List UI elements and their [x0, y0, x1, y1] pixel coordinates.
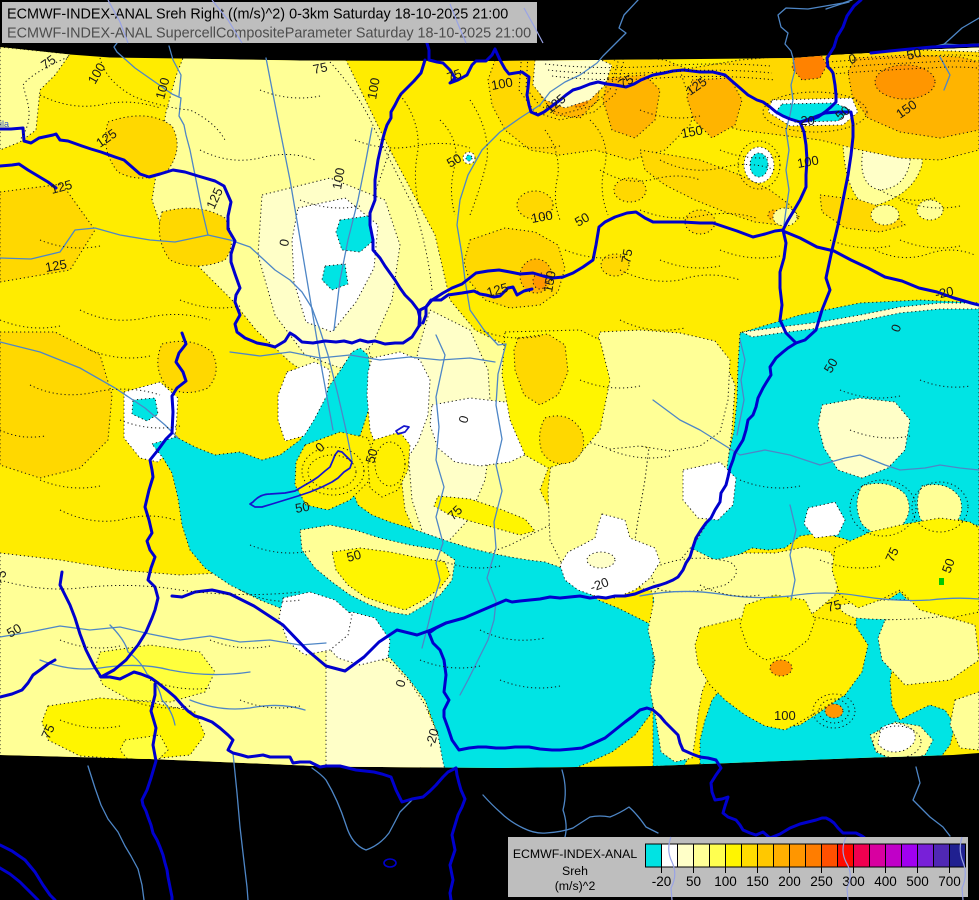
svg-text:-20: -20 [422, 727, 441, 749]
svg-text:(m/s)^2: (m/s)^2 [555, 879, 596, 893]
svg-text:-20: -20 [796, 113, 815, 128]
svg-text:100: 100 [364, 77, 383, 101]
svg-text:-20: -20 [934, 283, 956, 302]
svg-text:100: 100 [796, 152, 820, 171]
svg-text:100: 100 [490, 74, 514, 93]
svg-text:100: 100 [530, 207, 554, 226]
svg-text:50: 50 [939, 556, 958, 575]
svg-text:75: 75 [445, 66, 464, 85]
svg-text:50: 50 [821, 355, 841, 375]
svg-text:250: 250 [810, 874, 833, 889]
svg-text:150: 150 [746, 874, 769, 889]
svg-text:100: 100 [152, 76, 172, 101]
svg-text:50: 50 [572, 209, 592, 229]
svg-text:75: 75 [0, 566, 10, 586]
svg-text:-20: -20 [588, 574, 611, 595]
svg-text:75: 75 [38, 722, 58, 741]
svg-text:75: 75 [882, 545, 902, 564]
svg-text:0: 0 [455, 414, 471, 425]
svg-text:125: 125 [49, 177, 74, 197]
svg-text:125: 125 [44, 256, 68, 275]
svg-text:75: 75 [38, 52, 58, 73]
svg-text:50: 50 [4, 620, 24, 640]
svg-text:100: 100 [329, 167, 348, 191]
svg-text:500: 500 [906, 874, 929, 889]
svg-text:0: 0 [847, 51, 858, 67]
svg-text:ECMWF-INDEX-ANAL SupercellComp: ECMWF-INDEX-ANAL SupercellCompositeParam… [7, 26, 531, 42]
svg-text:50: 50 [444, 150, 464, 170]
svg-text:150: 150 [680, 122, 704, 141]
svg-text:100: 100 [774, 708, 796, 723]
svg-text:0: 0 [276, 238, 292, 248]
svg-text:75: 75 [616, 71, 636, 91]
svg-text:125: 125 [485, 280, 510, 300]
svg-text:Sreh: Sreh [562, 864, 588, 878]
svg-text:75: 75 [312, 59, 329, 77]
svg-text:400: 400 [874, 874, 897, 889]
svg-text:0: 0 [888, 322, 905, 334]
svg-text:700: 700 [938, 874, 961, 889]
svg-text:200: 200 [778, 874, 801, 889]
svg-text:0: 0 [392, 678, 408, 689]
svg-text:50: 50 [362, 447, 380, 465]
svg-text:75: 75 [618, 248, 635, 265]
svg-text:ECMWF-INDEX-ANAL Sreh Right ((: ECMWF-INDEX-ANAL Sreh Right ((m/s)^2) 0-… [7, 7, 508, 23]
svg-text:150: 150 [540, 270, 559, 294]
svg-text:100: 100 [714, 874, 737, 889]
svg-text:300: 300 [842, 874, 865, 889]
svg-text:ila: ila [0, 119, 9, 129]
svg-text:75: 75 [825, 597, 843, 615]
svg-text:50: 50 [345, 547, 363, 565]
svg-text:-20: -20 [652, 874, 672, 889]
svg-text:ECMWF-INDEX-ANAL: ECMWF-INDEX-ANAL [513, 847, 637, 861]
svg-text:50: 50 [686, 874, 701, 889]
svg-text:50: 50 [905, 45, 923, 63]
svg-text:50: 50 [294, 499, 311, 516]
